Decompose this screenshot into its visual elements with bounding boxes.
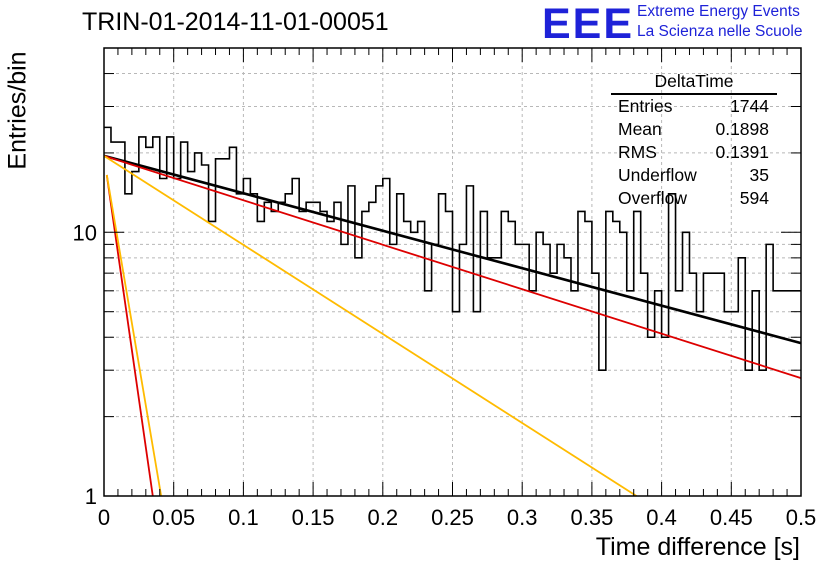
histogram	[104, 126, 801, 371]
stats-label: Underflow	[618, 165, 697, 185]
stats-value: 0.1391	[715, 142, 769, 162]
fit-line	[103, 154, 802, 345]
stats-row: Overflow 594	[611, 187, 777, 210]
stats-box: DeltaTime Entries 1744 Mean 0.1898 RMS 0.13…	[611, 70, 777, 210]
fit-line	[105, 174, 154, 497]
y-tick-label: 10	[73, 220, 97, 245]
stats-value: 594	[739, 188, 769, 208]
y-tick-labels: 1 10	[73, 220, 97, 509]
stats-row: Mean 0.1898	[611, 118, 777, 141]
histogram-outline	[104, 126, 801, 371]
x-tick-labels: 0 0.05 0.1 0.15 0.2 0.25 0.3 0.35 0.4 0.45 0.5	[98, 505, 816, 530]
x-tick-label: 0.05	[152, 505, 195, 530]
x-tick-label: 0.15	[292, 505, 335, 530]
fit-line	[105, 174, 163, 497]
x-tick-label: 0.25	[431, 505, 474, 530]
run-title: TRIN-01-2014-11-01-00051	[82, 8, 389, 36]
x-tick-label: 0.4	[646, 505, 677, 530]
y-axis-label: Entries/bin	[3, 51, 32, 170]
stats-row: Entries 1744	[611, 95, 777, 118]
x-tick-label: 0.5	[786, 505, 817, 530]
x-tick-label: 0.35	[570, 505, 613, 530]
x-tick-label: 0.45	[710, 505, 753, 530]
x-tick-label: 0.2	[368, 505, 399, 530]
fit-line	[103, 155, 637, 497]
stats-label: Entries	[618, 96, 673, 116]
logo-line-2: La Scienza nelle Scuole	[637, 23, 803, 40]
stats-row: RMS 0.1391	[611, 141, 777, 164]
stats-value: 0.1898	[715, 119, 769, 139]
stats-row: Underflow 35	[611, 164, 777, 187]
x-tick-label: 0.1	[228, 505, 259, 530]
stats-label: Mean	[618, 119, 662, 139]
stats-label: Overflow	[618, 188, 688, 208]
fit-curves	[103, 154, 802, 497]
axis-ticks	[103, 48, 802, 497]
stats-value: 1744	[730, 96, 769, 116]
logo-line-1: Extreme Energy Events	[637, 3, 800, 20]
y-tick-label: 1	[85, 484, 97, 509]
stats-value: 35	[749, 165, 769, 185]
stats-label: RMS	[618, 142, 657, 162]
fit-line	[103, 154, 802, 379]
x-tick-label: 0	[98, 505, 110, 530]
stats-title: DeltaTime	[611, 70, 777, 95]
eee-logo: EEE	[542, 0, 635, 48]
x-tick-label: 0.3	[507, 505, 538, 530]
x-axis-label: Time difference [s]	[595, 533, 800, 561]
logo-caption: Extreme Energy Events La Scienza nelle S…	[637, 2, 802, 42]
